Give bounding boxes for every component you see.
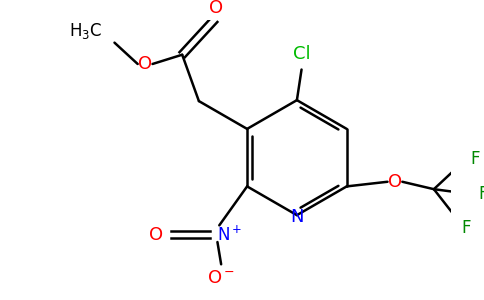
Text: N$^+$: N$^+$ (217, 225, 243, 244)
Text: Cl: Cl (293, 45, 310, 63)
Text: F: F (462, 219, 471, 237)
Text: O: O (149, 226, 163, 244)
Text: O: O (210, 0, 224, 17)
Text: H$_3$C: H$_3$C (69, 21, 103, 40)
Text: O$^-$: O$^-$ (207, 269, 235, 287)
Text: N: N (290, 208, 303, 226)
Text: O: O (138, 55, 152, 73)
Text: F: F (478, 185, 484, 203)
Text: F: F (470, 150, 480, 168)
Text: O: O (388, 173, 402, 191)
